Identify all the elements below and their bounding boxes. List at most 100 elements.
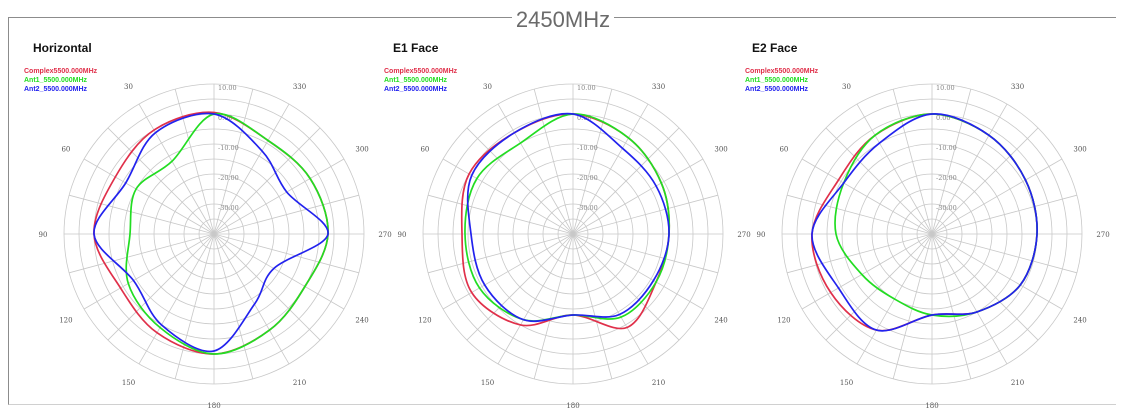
grid-spoke [174, 233, 215, 379]
radial-tick-label: 10.00 [218, 84, 237, 92]
grid-spoke [931, 233, 1063, 310]
grid-spoke [174, 89, 215, 235]
angle-tick-label: 150 [481, 379, 494, 387]
grid-spoke [931, 89, 972, 235]
grid-spoke [892, 89, 933, 235]
grid-spoke [138, 103, 215, 235]
grid-spoke [931, 233, 1008, 365]
page-title: 2450MHz [0, 0, 1126, 40]
angle-tick-label: 210 [293, 379, 306, 387]
angle-tick-label: 150 [840, 379, 853, 387]
angle-tick-label: 270 [737, 231, 750, 239]
grid-spoke [213, 127, 321, 235]
radial-tick-label: -20.00 [936, 174, 957, 182]
grid-spoke [213, 233, 254, 379]
angle-tick-label: 330 [652, 83, 665, 91]
series-line [811, 113, 1038, 332]
grid-spoke [107, 127, 215, 235]
grid-spoke [572, 103, 649, 235]
angle-tick-label: 300 [1073, 146, 1086, 154]
grid-spoke [931, 194, 1077, 235]
grid-spoke [572, 89, 613, 235]
grid-spoke [931, 103, 1008, 235]
angle-tick-label: 330 [293, 83, 306, 91]
radial-tick-label: -30.00 [577, 204, 598, 212]
legend-entry: Complex5500.000MHz [745, 68, 819, 75]
chart-title: E2 Face [752, 41, 798, 55]
grid-spoke [138, 233, 215, 365]
grid-spoke [497, 233, 574, 365]
legend-entry: Complex5500.000MHz [384, 68, 458, 75]
grid-spoke [931, 233, 1039, 341]
grid-spoke [787, 233, 933, 274]
grid-spoke [825, 233, 933, 341]
grid-spoke [931, 127, 1039, 235]
grid-spoke [572, 233, 649, 365]
grid-spoke [213, 89, 254, 235]
grid-spoke [83, 233, 215, 310]
grid-spoke [572, 233, 680, 341]
radial-tick-label: 10.00 [936, 84, 955, 92]
angle-tick-label: 270 [1096, 231, 1109, 239]
angle-tick-label: 240 [1073, 317, 1086, 325]
grid-spoke [466, 127, 574, 235]
grid-spoke [572, 158, 704, 235]
grid-spoke [442, 233, 574, 310]
radial-tick-label: -20.00 [577, 174, 598, 182]
grid-spoke [83, 158, 215, 235]
grid-spoke [572, 233, 613, 379]
angle-tick-label: 30 [483, 83, 492, 91]
grid-spoke [572, 127, 680, 235]
radial-tick-label: 10.00 [577, 84, 596, 92]
grid-spoke [428, 233, 574, 274]
legend-entry: Ant1_5500.000MHz [24, 77, 88, 84]
angle-tick-label: 120 [418, 317, 431, 325]
series-line [125, 112, 329, 355]
angle-tick-label: 180 [566, 402, 579, 409]
angle-tick-label: 300 [355, 146, 368, 154]
angle-tick-label: 30 [124, 83, 133, 91]
polar-chart-1: Horizontal Complex5500.000MHz Ant1_5500.00… [24, 41, 392, 409]
grid-spoke [931, 233, 972, 379]
radial-tick-label: 0.00 [936, 114, 950, 122]
angle-tick-label: 210 [652, 379, 665, 387]
angle-tick-label: 270 [378, 231, 391, 239]
grid-spoke [572, 194, 718, 235]
angle-tick-label: 210 [1011, 379, 1024, 387]
legend-entry: Ant1_5500.000MHz [745, 77, 809, 84]
grid-spoke [533, 89, 574, 235]
grid-spoke [572, 233, 718, 274]
angle-tick-label: 90 [398, 231, 407, 239]
grid-spoke [572, 233, 704, 310]
grid-spoke [931, 158, 1063, 235]
legend-entry: Ant2_5500.000MHz [24, 86, 88, 93]
angle-tick-label: 120 [777, 317, 790, 325]
grid-spoke [213, 233, 359, 274]
angle-tick-label: 60 [779, 146, 788, 154]
radial-tick-label: -30.00 [936, 204, 957, 212]
angle-tick-label: 60 [61, 146, 70, 154]
series-line [93, 112, 329, 353]
grid-spoke [213, 103, 290, 235]
angle-tick-label: 180 [207, 402, 220, 409]
grid-spoke [69, 194, 215, 235]
grid-spoke [931, 233, 1077, 274]
grid-spoke [497, 103, 574, 235]
legend-entry: Ant2_5500.000MHz [745, 86, 809, 93]
grid-spoke [801, 158, 933, 235]
legend-entry: Ant1_5500.000MHz [384, 77, 448, 84]
angle-tick-label: 330 [1011, 83, 1024, 91]
angle-tick-label: 150 [122, 379, 135, 387]
grid-spoke [533, 233, 574, 379]
grid-spoke [428, 194, 574, 235]
grid-spoke [466, 233, 574, 341]
legend-entry: Ant2_5500.000MHz [384, 86, 448, 93]
grid-spoke [892, 233, 933, 379]
chart-title: Horizontal [33, 41, 92, 55]
grid-spoke [801, 233, 933, 310]
angle-tick-label: 90 [757, 231, 766, 239]
grid-spoke [787, 194, 933, 235]
angle-tick-label: 90 [39, 231, 48, 239]
chart-title: E1 Face [393, 41, 439, 55]
angle-tick-label: 240 [355, 317, 368, 325]
